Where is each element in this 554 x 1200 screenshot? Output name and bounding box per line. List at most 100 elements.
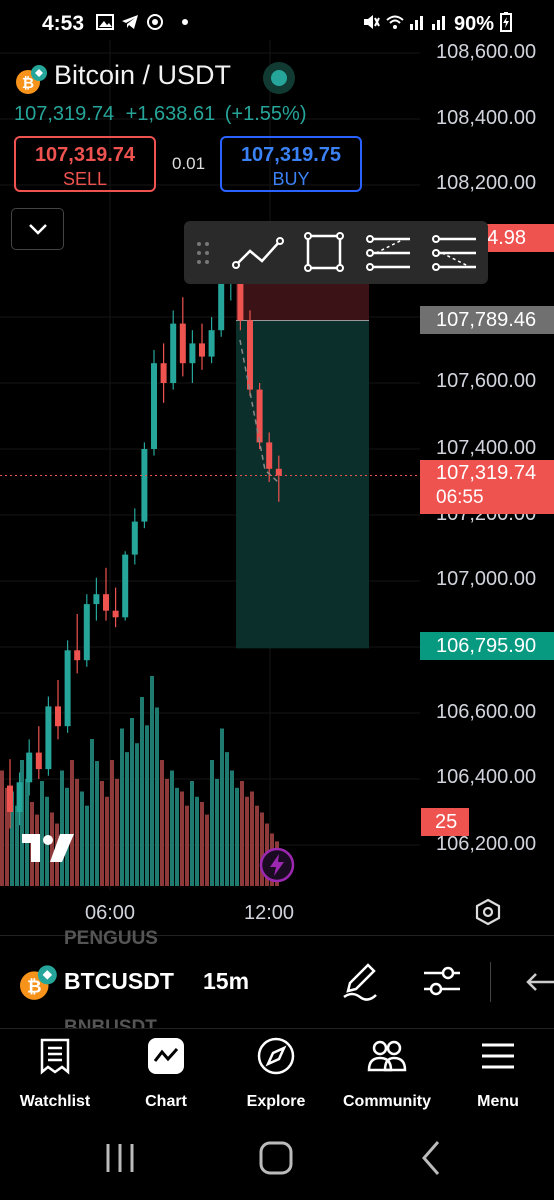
lightning-icon[interactable] bbox=[258, 846, 296, 884]
dot-icon bbox=[182, 19, 188, 25]
volume-bar bbox=[180, 791, 184, 886]
status-time: 4:53 bbox=[42, 12, 85, 35]
settings-hexagon-icon[interactable] bbox=[474, 898, 502, 926]
candle-body bbox=[208, 330, 215, 357]
candle-body bbox=[83, 604, 90, 661]
candle-body bbox=[151, 363, 157, 449]
volume-bar bbox=[145, 725, 149, 886]
volume-bar bbox=[175, 787, 179, 886]
divider bbox=[0, 935, 554, 936]
previous-symbol[interactable]: PENGUUS bbox=[64, 928, 158, 946]
hamburger-icon bbox=[482, 1043, 514, 1069]
candle-body bbox=[16, 782, 23, 812]
volume-bar bbox=[205, 814, 209, 886]
volume-bar bbox=[235, 787, 239, 886]
volume-bar bbox=[40, 781, 44, 886]
undo-icon[interactable] bbox=[524, 970, 554, 994]
divider bbox=[0, 1028, 554, 1029]
volume-bar bbox=[20, 760, 24, 886]
volume-bar bbox=[195, 796, 199, 886]
volume-bar bbox=[105, 796, 109, 886]
spread-value: 0.01 bbox=[172, 154, 206, 173]
nav-community[interactable]: Community bbox=[332, 1036, 442, 1116]
volume-bar bbox=[245, 796, 249, 886]
volume-bar bbox=[250, 791, 254, 886]
volume-bar bbox=[170, 770, 174, 886]
image-icon bbox=[96, 14, 114, 30]
trend-line-icon[interactable] bbox=[232, 231, 284, 275]
candle-body bbox=[199, 343, 205, 357]
divider bbox=[490, 962, 491, 1002]
volume-bar bbox=[75, 778, 79, 886]
svg-text:₿: ₿ bbox=[22, 75, 34, 92]
price-chart[interactable] bbox=[0, 40, 554, 935]
candle-body bbox=[256, 389, 263, 443]
y-tick: 108,200.00 bbox=[436, 172, 537, 194]
y-tick: 107,600.00 bbox=[436, 370, 537, 392]
volume-bar bbox=[200, 802, 204, 886]
nav-label: Chart bbox=[145, 1093, 187, 1110]
drag-handle-icon[interactable] bbox=[196, 241, 210, 265]
target-price-badge: 106,795.90 bbox=[420, 632, 554, 660]
symbol-title[interactable]: Bitcoin / USDT bbox=[54, 60, 232, 90]
symbol-selector[interactable]: BTCUSDT bbox=[64, 968, 174, 994]
community-icon bbox=[367, 1040, 407, 1072]
sell-price: 107,319.74 bbox=[34, 144, 136, 166]
candle-body bbox=[179, 323, 186, 364]
candle-body bbox=[45, 706, 52, 770]
status-bar: 4:53 90% bbox=[0, 0, 554, 48]
market-open-indicator bbox=[263, 62, 295, 94]
volume-bar bbox=[80, 791, 84, 886]
collapse-button[interactable] bbox=[11, 208, 64, 250]
home-icon[interactable] bbox=[256, 1138, 296, 1178]
whatsapp-icon bbox=[147, 14, 163, 30]
nav-menu[interactable]: Menu bbox=[443, 1036, 553, 1116]
volume-bar bbox=[150, 676, 154, 886]
candle-body bbox=[237, 270, 244, 321]
position-zone[interactable] bbox=[236, 272, 369, 649]
price-change-percent: (+1.55%) bbox=[224, 103, 307, 125]
buy-button[interactable]: 107,319.75 BUY bbox=[220, 136, 362, 192]
nav-chart[interactable]: Chart bbox=[111, 1036, 221, 1116]
volume-bar bbox=[85, 805, 89, 886]
battery-percent: 90% bbox=[454, 13, 495, 35]
bitcoin-logo: ₿ bbox=[16, 65, 47, 94]
candle-body bbox=[189, 343, 196, 364]
nav-label: Explore bbox=[246, 1093, 306, 1110]
volume-bar bbox=[230, 770, 234, 886]
volume-bar bbox=[10, 791, 14, 886]
telegram-icon bbox=[122, 15, 138, 29]
signal-icon bbox=[410, 16, 423, 30]
candle-body bbox=[93, 594, 100, 605]
volume-bar bbox=[70, 760, 74, 886]
sell-label: SELL bbox=[62, 169, 108, 189]
last-price-line: 107,319.74 +1,638.61 (+1.55%) bbox=[14, 103, 306, 126]
nav-label: Menu bbox=[477, 1093, 519, 1110]
bitcoin-logo: ₿ bbox=[20, 965, 57, 1000]
price-change: +1,638.61 bbox=[125, 103, 216, 125]
candle-body bbox=[64, 650, 71, 727]
volume-bar bbox=[140, 697, 144, 886]
sell-button[interactable]: 107,319.74 SELL bbox=[14, 136, 156, 192]
nav-explore[interactable]: Explore bbox=[221, 1036, 331, 1116]
nav-label: Community bbox=[343, 1093, 431, 1110]
nav-watchlist[interactable]: Watchlist bbox=[0, 1036, 110, 1116]
long-position-icon[interactable] bbox=[364, 231, 416, 275]
volume-bar bbox=[115, 778, 119, 886]
y-tick: 107,000.00 bbox=[436, 568, 537, 590]
volume-bar bbox=[155, 707, 159, 886]
volume-bar bbox=[50, 812, 54, 886]
volume-bar bbox=[95, 761, 99, 886]
rectangle-icon[interactable] bbox=[298, 231, 350, 275]
back-icon[interactable] bbox=[412, 1138, 452, 1178]
pencil-icon[interactable] bbox=[340, 961, 380, 1001]
candle-body bbox=[7, 785, 13, 812]
volume-bar bbox=[0, 770, 4, 886]
interval-selector[interactable]: 15m bbox=[203, 968, 250, 994]
recent-apps-icon[interactable] bbox=[100, 1138, 140, 1178]
chevron-down-icon bbox=[29, 224, 47, 235]
short-position-icon[interactable] bbox=[430, 231, 482, 275]
indicators-icon[interactable] bbox=[422, 963, 462, 999]
volume-bar bbox=[255, 805, 259, 886]
next-symbol[interactable]: BNBUSDT bbox=[64, 1017, 157, 1028]
